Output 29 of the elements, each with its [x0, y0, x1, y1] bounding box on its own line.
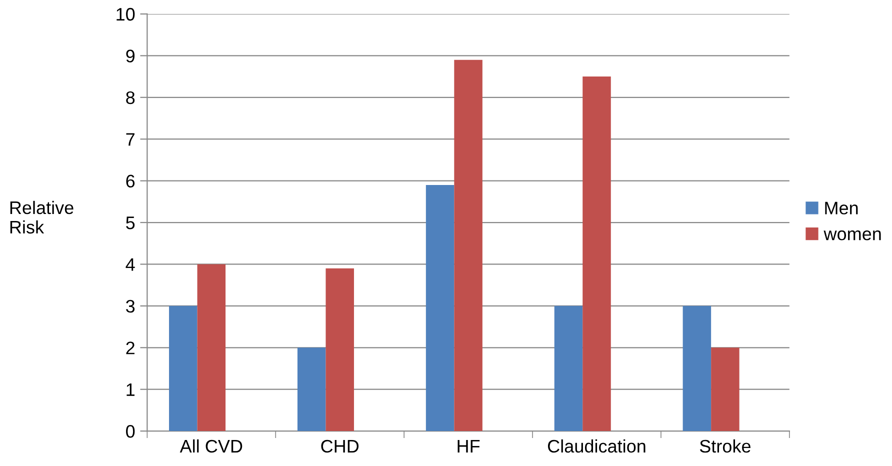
x-tick-label: Claudication [548, 439, 646, 453]
x-tick-label: CHD [321, 440, 359, 453]
y-tick-label: 8 [126, 91, 135, 104]
bar [711, 348, 740, 432]
bar [682, 306, 712, 432]
bar [554, 306, 583, 432]
bar [169, 306, 198, 432]
y-tick-label: 7 [126, 133, 134, 146]
bar [326, 268, 354, 432]
legend-label: Men [825, 202, 858, 214]
y-tick-label: 9 [126, 50, 135, 62]
y-tick-label: 3 [126, 300, 135, 313]
bar [297, 348, 326, 432]
y-tick-label: 2 [126, 342, 134, 354]
x-tick-label: Stroke [700, 439, 750, 453]
bar [197, 264, 226, 432]
x-tick-label: All CVD [180, 439, 242, 453]
y-tick-label: 6 [126, 174, 135, 188]
bar [454, 60, 482, 432]
legend-label: women [824, 230, 881, 240]
y-tick-label: 10 [116, 8, 135, 21]
y-tick-label: 5 [126, 216, 135, 230]
y-tick-label: 1 [126, 383, 134, 396]
bar [426, 184, 454, 432]
bar [582, 76, 611, 432]
x-tick-label: HF [458, 440, 480, 452]
y-axis-title: Relative Risk [10, 200, 74, 234]
y-tick-label: 0 [126, 424, 135, 438]
y-tick-label: 4 [126, 258, 135, 271]
